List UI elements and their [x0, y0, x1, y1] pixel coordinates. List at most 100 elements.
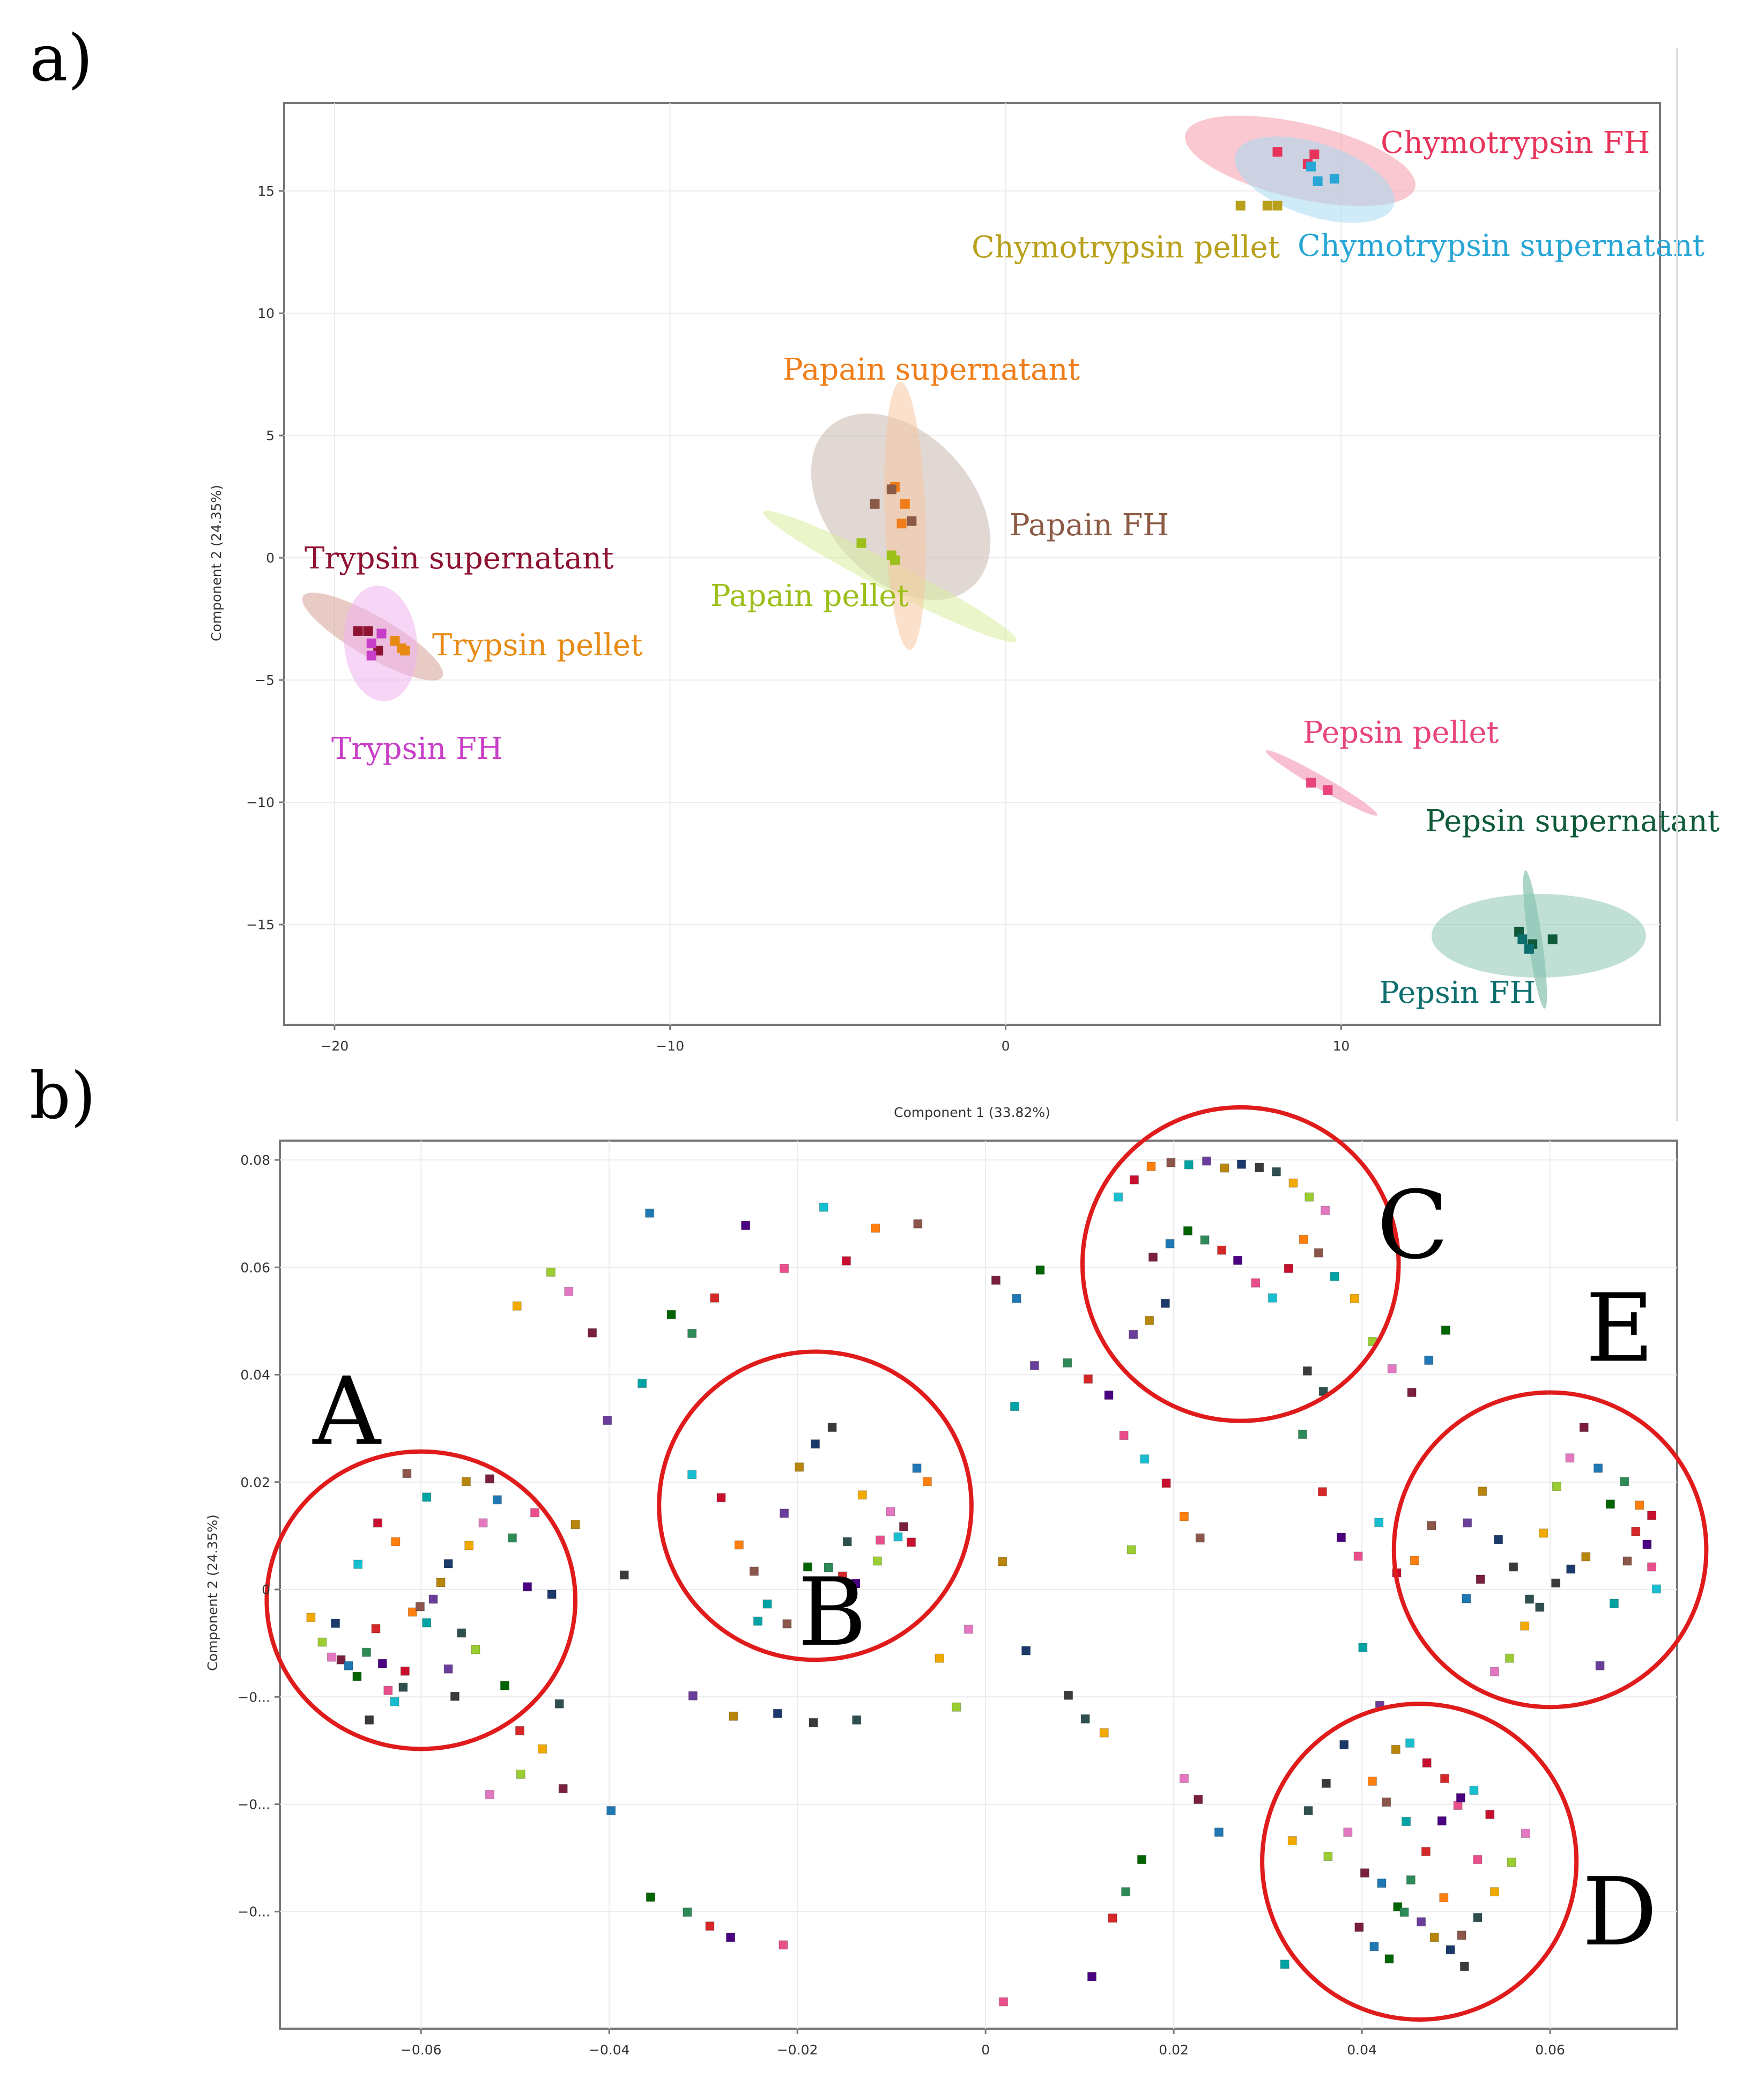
panel-b-y-tick-label: −0... [238, 1689, 270, 1705]
scatter-point [1635, 1500, 1644, 1510]
scatter-point [726, 1933, 736, 1942]
scatter-point [851, 1579, 861, 1588]
papain-pellet-point [856, 538, 866, 548]
group-label-pepsin-fh: Pepsin FH [1379, 975, 1536, 1010]
scatter-point [1119, 1431, 1129, 1440]
papain-supernatant-point [896, 519, 907, 529]
scatter-point [779, 1940, 788, 1950]
scatter-point [1552, 1482, 1561, 1491]
scatter-point [782, 1619, 792, 1629]
scatter-point [842, 1537, 852, 1547]
scatter-point [749, 1566, 759, 1576]
scatter-point [1524, 1594, 1534, 1604]
panel-a-x-tick-label: 10 [1333, 1038, 1350, 1054]
panel-b-points [306, 1156, 1661, 2007]
scatter-point [1288, 1178, 1298, 1188]
panel-b-y-axis-title: Component 2 (24.35%) [205, 1514, 220, 1671]
scatter-point [1551, 1578, 1561, 1588]
scatter-point [1437, 1816, 1447, 1826]
scatter-point [1485, 1810, 1495, 1820]
scatter-point [457, 1628, 466, 1638]
scatter-point [1539, 1528, 1548, 1538]
scatter-point [1064, 1690, 1073, 1700]
scatter-point [422, 1618, 432, 1628]
scatter-point [1339, 1740, 1349, 1749]
scatter-point [1354, 1922, 1364, 1932]
trypsin-fh-ellipse [344, 586, 418, 701]
panel-b-x-tick-label: 0.02 [1159, 2042, 1189, 2058]
scatter-point [876, 1535, 885, 1545]
scatter-point [841, 1256, 851, 1266]
scatter-point [515, 1726, 524, 1735]
scatter-point [837, 1571, 847, 1581]
scatter-point [795, 1462, 804, 1472]
scatter-point [492, 1495, 502, 1505]
scatter-point [734, 1540, 744, 1550]
scatter-point [1010, 1402, 1020, 1411]
scatter-point [705, 1921, 715, 1931]
scatter-point [1317, 1487, 1327, 1497]
papain-supernatant-ellipse [884, 382, 926, 650]
pepsin-fh-point [1517, 934, 1528, 944]
cluster-b-circle [657, 1349, 974, 1662]
chymotrypsin-supernatant-point [1306, 161, 1316, 172]
scatter-point [1220, 1163, 1229, 1173]
scatter-point [507, 1533, 517, 1543]
cluster-b-label: B [798, 1558, 867, 1667]
scatter-point [1114, 1192, 1123, 1202]
scatter-point [371, 1624, 381, 1633]
scatter-point [780, 1509, 789, 1518]
scatter-point [1417, 1917, 1426, 1927]
scatter-point [1035, 1265, 1045, 1275]
scatter-point [1367, 1776, 1377, 1786]
panel-b-chart: A B C D E −0.06 −0.04 −0.02 0 0.02 0.04 0.06 0.08 0.… [205, 1105, 1709, 2058]
papain-fh-point [886, 484, 896, 494]
scatter-point [336, 1655, 346, 1665]
scatter-point [1217, 1245, 1227, 1255]
scatter-point [603, 1416, 612, 1425]
panel-a-y-tick-label: 10 [257, 306, 275, 321]
scatter-point [991, 1275, 1000, 1285]
scatter-point [1387, 1364, 1397, 1374]
scatter-point [687, 1470, 697, 1480]
scatter-point [1631, 1527, 1641, 1536]
scatter-point [1505, 1653, 1515, 1663]
group-label-pepsin-pellet: Pepsin pellet [1303, 715, 1499, 750]
scatter-point [306, 1613, 316, 1622]
scatter-point [935, 1653, 944, 1663]
cluster-a-label: A [312, 1358, 382, 1467]
panel-b-grid [280, 1141, 1677, 2029]
panel-b-x-tick-label: 0.04 [1347, 2042, 1377, 2058]
scatter-point [1581, 1552, 1591, 1562]
scatter-point [383, 1685, 393, 1695]
scatter-point [1605, 1499, 1615, 1509]
panel-b-plot-frame [279, 1140, 1678, 2030]
scatter-point [1255, 1163, 1264, 1172]
scatter-point [407, 1607, 417, 1617]
papain-pellet-point [886, 550, 896, 560]
scatter-point [1129, 1329, 1138, 1339]
panel-a-x-tick-label: 0 [1002, 1038, 1010, 1054]
scatter-point [1399, 1907, 1409, 1917]
scatter-point [327, 1652, 337, 1662]
scatter-point [1429, 1933, 1439, 1942]
panel-b-y-tick-label: −0... [238, 1904, 270, 1920]
panel-a-x-tick-label: −10 [656, 1038, 684, 1054]
chymotrypsin-pellet-point [1262, 201, 1272, 211]
scatter-point [478, 1518, 488, 1528]
panel-b-x-tick-label: −0.02 [777, 2042, 818, 2058]
scatter-point [1148, 1252, 1158, 1262]
trypsin-supernatant-point [353, 626, 363, 636]
scatter-point [1507, 1858, 1516, 1867]
scatter-point [827, 1423, 837, 1432]
scatter-point [687, 1328, 697, 1338]
scatter-point [819, 1202, 828, 1212]
group-label-papain-fh: Papain FH [1010, 508, 1169, 543]
chymotrypsin-fh-point [1272, 147, 1283, 157]
panel-b-y-tick-label: 0.08 [240, 1152, 270, 1168]
scatter-point [1284, 1263, 1293, 1273]
cluster-d-label: D [1582, 1858, 1657, 1967]
panel-b-y-tick-label: 0.02 [240, 1475, 270, 1490]
scatter-point [1391, 1744, 1400, 1754]
chymotrypsin-pellet-point [1272, 201, 1283, 211]
